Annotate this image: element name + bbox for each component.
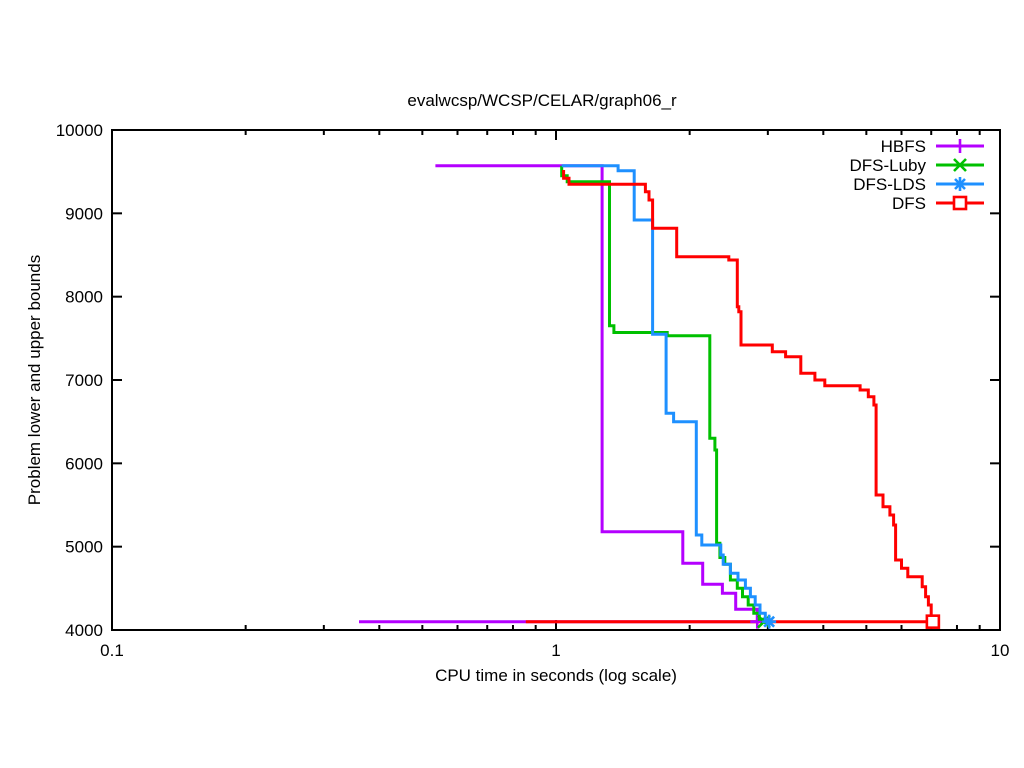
x-tick-label: 10 [991, 641, 1010, 660]
y-tick-label: 8000 [65, 288, 103, 307]
legend-label-HBFS: HBFS [881, 137, 926, 156]
y-tick-label: 6000 [65, 454, 103, 473]
x-tick-label: 1 [551, 641, 560, 660]
y-tick-label: 7000 [65, 371, 103, 390]
chart-title: evalwcsp/WCSP/CELAR/graph06_r [407, 91, 677, 110]
y-tick-label: 4000 [65, 621, 103, 640]
legend-label-DFS: DFS [892, 194, 926, 213]
series-end-marker-DFS-LDS [763, 615, 776, 628]
y-tick-label: 10000 [56, 121, 103, 140]
legend-marker-DFS-LDS [954, 178, 966, 190]
x-axis-label: CPU time in seconds (log scale) [435, 666, 677, 685]
legend-marker-DFS [952, 195, 968, 211]
legend-label-DFS-Luby: DFS-Luby [849, 156, 926, 175]
plot-area: 0.1 1 1040005000600070008000900010000HBFSD… [56, 121, 1010, 660]
series-end-marker-DFS [925, 614, 941, 629]
legend-marker-DFS-Luby [953, 158, 967, 172]
series-line-DFS [562, 170, 933, 622]
legend-label-DFS-LDS: DFS-LDS [853, 175, 926, 194]
y-tick-label: 9000 [65, 204, 103, 223]
series-line-DFS-LDS [561, 164, 771, 622]
series-line-HBFS [435, 164, 759, 622]
y-axis-label: Problem lower and upper bounds [25, 255, 44, 505]
x-tick-label: 0.1 [100, 641, 124, 660]
y-tick-label: 5000 [65, 538, 103, 557]
